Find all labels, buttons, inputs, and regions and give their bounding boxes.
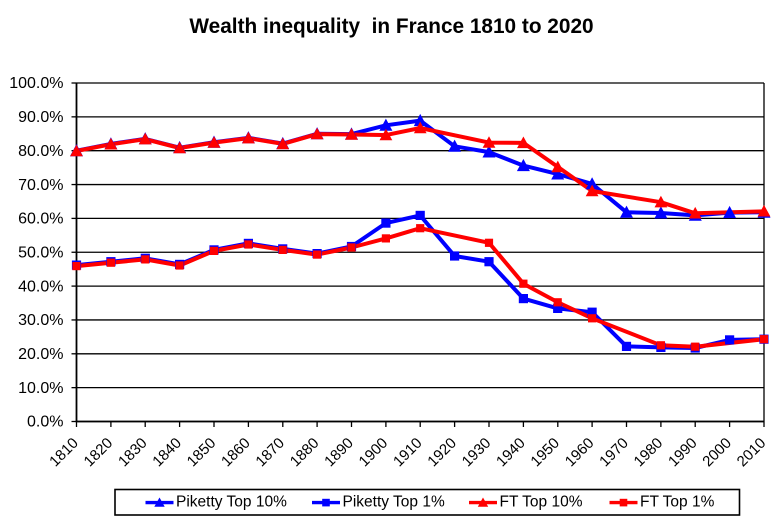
svg-text:FT Top 1%: FT Top 1% (640, 494, 715, 511)
svg-text:60.0%: 60.0% (18, 211, 63, 228)
svg-text:70.0%: 70.0% (18, 177, 63, 194)
svg-text:0.0%: 0.0% (27, 414, 63, 431)
svg-text:30.0%: 30.0% (18, 312, 63, 329)
svg-text:FT Top 10%: FT Top 10% (500, 494, 583, 511)
svg-text:Wealth inequality in France 1: Wealth inequality in France 1810 to 2020 (189, 15, 593, 38)
svg-text:Piketty Top 10%: Piketty Top 10% (176, 494, 287, 511)
svg-text:40.0%: 40.0% (18, 278, 63, 295)
svg-text:Piketty Top 1%: Piketty Top 1% (343, 494, 445, 511)
svg-text:100.0%: 100.0% (9, 75, 63, 92)
svg-text:90.0%: 90.0% (18, 109, 63, 126)
svg-text:10.0%: 10.0% (18, 380, 63, 397)
svg-text:80.0%: 80.0% (18, 143, 63, 160)
svg-text:50.0%: 50.0% (18, 244, 63, 261)
svg-text:20.0%: 20.0% (18, 346, 63, 363)
